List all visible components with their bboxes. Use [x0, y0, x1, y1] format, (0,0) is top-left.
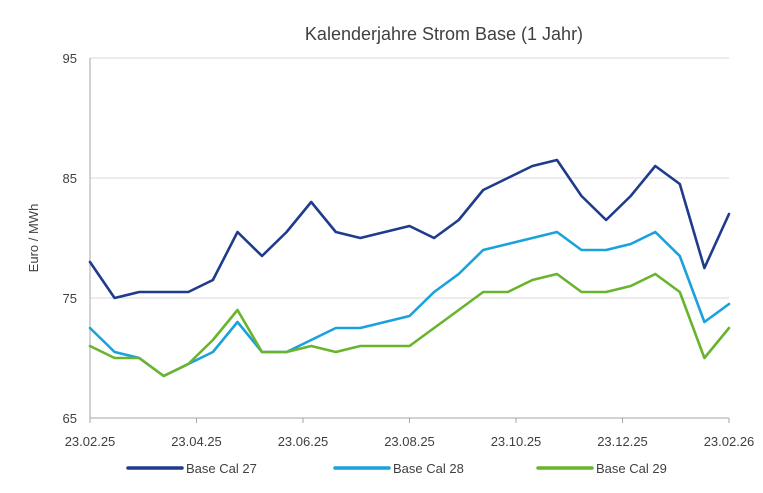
y-tick-labels: 65 75 85 95	[63, 51, 77, 426]
series-line-base-cal-28	[88, 230, 731, 378]
y-axis-title: Euro / MWh	[26, 204, 41, 273]
series-lines	[88, 158, 731, 378]
x-tick-label: 23.02.25	[65, 434, 116, 449]
x-tick-label: 23.02.26	[704, 434, 755, 449]
axes	[89, 58, 730, 423]
x-tick-label: 23.12.25	[597, 434, 648, 449]
x-tick-labels: 23.02.25 23.04.25 23.06.25 23.08.25 23.10.25…	[65, 434, 755, 449]
legend-label: Base Cal 27	[186, 461, 257, 476]
legend: Base Cal 27 Base Cal 28 Base Cal 29	[126, 461, 667, 476]
legend-label: Base Cal 28	[393, 461, 464, 476]
y-tick-label: 85	[63, 171, 77, 186]
x-tick-label: 23.10.25	[491, 434, 542, 449]
x-tick-label: 23.04.25	[171, 434, 222, 449]
series-line-base-cal-27	[88, 158, 731, 300]
x-tick-label: 23.08.25	[384, 434, 435, 449]
y-tick-label: 75	[63, 291, 77, 306]
chart-title: Kalenderjahre Strom Base (1 Jahr)	[305, 24, 583, 44]
series-line-base-cal-29	[88, 272, 731, 378]
legend-label: Base Cal 29	[596, 461, 667, 476]
y-tick-label: 95	[63, 51, 77, 66]
x-tick-label: 23.06.25	[278, 434, 329, 449]
y-tick-label: 65	[63, 411, 77, 426]
